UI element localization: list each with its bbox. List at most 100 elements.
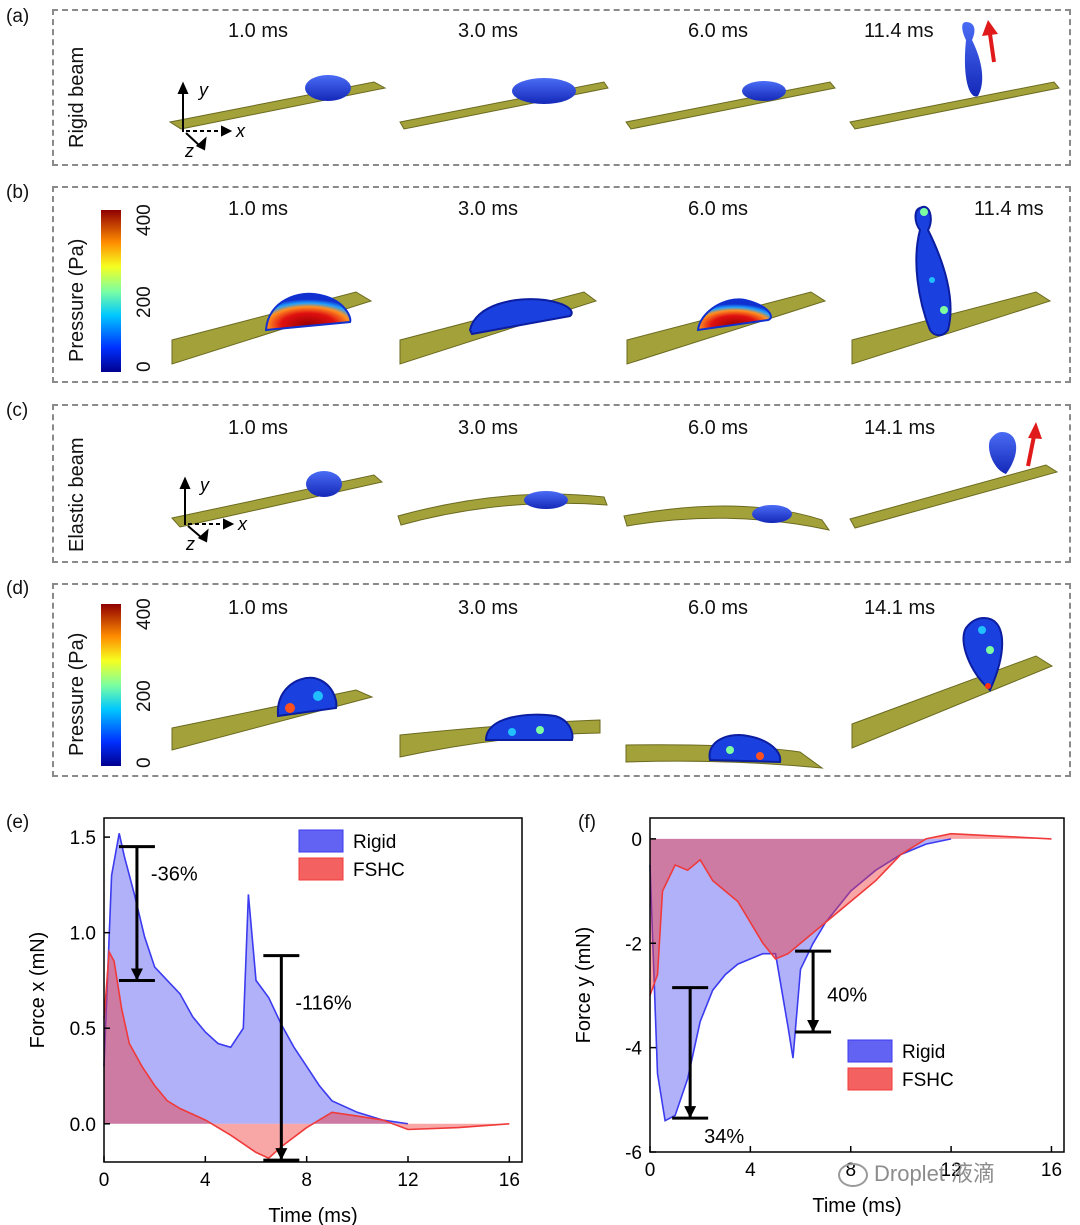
plot-frame (649, 817, 1065, 1153)
legend-label-rigid: Rigid (353, 832, 396, 853)
plot-frame (103, 817, 523, 1163)
series-line-rigid (103, 833, 409, 1125)
watermark: Droplet 液滴 (838, 1156, 995, 1188)
y-axis-label: Force y (mN) (573, 927, 595, 1044)
panel-a-frame (52, 9, 1071, 166)
axis-y-label-a: y (197, 80, 209, 100)
x-tick-label: 0 (99, 1170, 110, 1191)
panel-a-arrow (982, 20, 998, 63)
y-tick-label: 1.5 (70, 828, 96, 849)
colorbar-tick-200-d: 200 (134, 680, 155, 712)
x-tick-label: 12 (941, 1160, 962, 1181)
panel-d-time-2: 3.0 ms (458, 597, 519, 619)
series-line-rigid (649, 838, 952, 1122)
panel-c-frame (52, 404, 1071, 563)
x-tick-label: 16 (499, 1170, 520, 1191)
watermark-text: Droplet 液滴 (874, 1161, 996, 1186)
colorbar-title-d: Pressure (Pa) (66, 632, 88, 756)
x-tick-label: 16 (1041, 1160, 1062, 1181)
colorbar-tick-400-b: 400 (134, 204, 155, 236)
annotation-label: -36% (151, 864, 198, 886)
panel-label-e: (e) (6, 812, 30, 833)
y-tick-label: 1.0 (70, 924, 96, 945)
panel-c-axes (179, 476, 235, 543)
wechat-icon (838, 1163, 868, 1188)
panel-b-time-1: 1.0 ms (228, 198, 289, 220)
panel-c-time-2: 3.0 ms (458, 417, 519, 439)
panel-a-beams (168, 22, 1060, 130)
legend-swatch-rigid (298, 829, 344, 853)
legend-swatch-fshc (847, 1067, 893, 1091)
legend-label-rigid: Rigid (902, 1042, 945, 1063)
panel-a-time-3: 6.0 ms (688, 20, 749, 42)
panel-label-d: (d) (6, 578, 30, 599)
y-tick-label: -2 (625, 934, 642, 955)
annotation-arrowhead (807, 1019, 820, 1032)
x-tick-label: 4 (200, 1170, 211, 1191)
panel-b-time-2: 3.0 ms (458, 198, 519, 220)
y-tick-label: -6 (625, 1143, 642, 1164)
colorbar-title-b: Pressure (Pa) (66, 238, 88, 362)
axis-z-label-c: z (185, 534, 195, 554)
axis-y-label-c: y (198, 475, 210, 495)
legend-swatch-fshc (298, 857, 344, 881)
x-tick-label: 8 (301, 1170, 312, 1191)
panel-b-colorbar (101, 210, 121, 372)
y-axis-label: Force x (mN) (27, 932, 49, 1049)
series-area-rigid (650, 838, 952, 1121)
axis-x-label-c: x (237, 514, 248, 534)
series-line-fshc (103, 948, 510, 1160)
annotation-label: -116% (295, 993, 352, 1015)
panel-b-time-4: 11.4 ms (974, 198, 1044, 220)
panel-d-colorbar (101, 604, 121, 766)
legend-swatch-rigid (847, 1039, 893, 1063)
axis-z-label-a: z (184, 141, 194, 161)
annotation-label: 34% (704, 1126, 744, 1148)
panel-d-time-4: 14.1 ms (864, 597, 936, 619)
chart-e: 0 4 8 12 16 0.0 0.5 1.0 1.5 Time (ms) Force x (mN)… (27, 817, 523, 1225)
panel-a-time-2: 3.0 ms (458, 20, 519, 42)
panel-c-time-1: 1.0 ms (228, 417, 289, 439)
colorbar-tick-0-d: 0 (134, 757, 155, 768)
series-area-rigid (104, 833, 408, 1124)
x-tick-label: 0 (645, 1160, 656, 1181)
y-tick-label: -4 (625, 1039, 642, 1060)
y-tick-label: 0 (631, 830, 642, 851)
colorbar-tick-200-b: 200 (134, 286, 155, 318)
x-tick-label: 12 (397, 1170, 418, 1191)
legend-label-fshc: FSHC (902, 1070, 954, 1091)
x-axis-label: Time (ms) (268, 1205, 357, 1225)
panel-label-f: (f) (578, 812, 596, 833)
panel-b-frame (52, 186, 1071, 383)
panel-c-time-3: 6.0 ms (688, 417, 749, 439)
panel-d-time-3: 6.0 ms (688, 597, 749, 619)
panel-d-frame (52, 583, 1071, 777)
annotation-arrowhead (684, 1106, 697, 1119)
simulation-illustrations: y x z y x z (101, 20, 1060, 769)
panel-a-time-4: 11.4 ms (864, 20, 934, 42)
legend-label-fshc: FSHC (353, 860, 405, 881)
x-axis-label: Time (ms) (812, 1195, 901, 1217)
panel-b-beams (171, 205, 1052, 365)
colorbar-tick-400-d: 400 (134, 598, 155, 630)
panel-label-b: (b) (6, 182, 30, 203)
panel-c-beams (171, 432, 1059, 531)
panel-b-time-3: 6.0 ms (688, 198, 749, 220)
elastic-beam-label: Elastic beam (66, 437, 88, 553)
y-tick-label: 0.5 (70, 1019, 96, 1040)
panel-c-time-4: 14.1 ms (864, 417, 936, 439)
colorbar-tick-0-b: 0 (134, 361, 155, 372)
series-area-fshc (650, 833, 1052, 996)
axis-x-label-a: x (235, 121, 246, 141)
annotation-arrowhead (130, 968, 143, 981)
panel-d-time-1: 1.0 ms (228, 597, 289, 619)
annotation-arrowhead (275, 1148, 288, 1161)
panel-a-axes (177, 81, 233, 151)
annotation-label: 40% (827, 985, 867, 1007)
panel-label-c: (c) (6, 400, 29, 421)
series-line-fshc (649, 832, 1052, 996)
panel-a-time-1: 1.0 ms (228, 20, 289, 42)
panel-d-beams (171, 616, 1054, 769)
panel-c-arrow (1026, 422, 1042, 467)
